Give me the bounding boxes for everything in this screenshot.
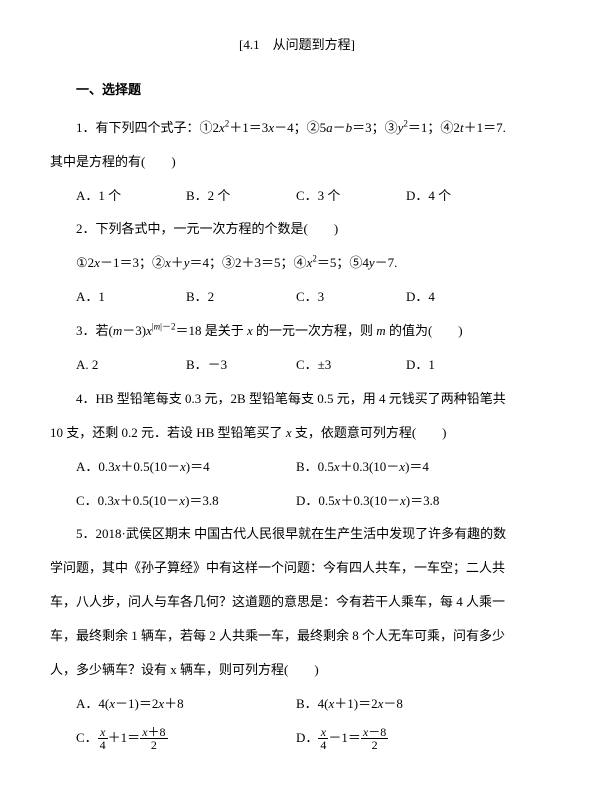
q5-optC: C．x4＋1＝x＋82 — [76, 723, 296, 753]
q2-optC: C．3 — [296, 282, 406, 312]
q3-t2: －3) — [122, 323, 146, 338]
q3-t4: 的一元一次方程，则 — [253, 323, 377, 338]
q5-optD-pre: D． — [296, 730, 318, 745]
q1-optB: B．2 个 — [186, 181, 296, 211]
q1-t2: ＋1＝3 — [229, 120, 268, 135]
q3-optB: B．－3 — [186, 350, 296, 380]
q5-line2: 学问题，其中《孙子算经》中有这样一个问题：今有四人共车，一车空；二人共 — [50, 553, 544, 583]
q5-f2b: 2 — [361, 739, 388, 751]
q3-t1: 3．若( — [76, 323, 113, 338]
q2-options: A．1 B．2 C．3 D．4 — [50, 282, 544, 312]
q1-t7: ＋1＝7. — [464, 120, 506, 135]
q5-options-row1: A．4(x－1)＝2x＋8 B．4(x＋1)＝2x－8 — [50, 689, 544, 719]
q3-optC: C．±3 — [296, 350, 406, 380]
q5-optA: A．4(x－1)＝2x＋8 — [76, 689, 296, 719]
q4-line1: 4．HB 型铅笔每支 0.3 元，2B 型铅笔每支 0.5 元，用 4 元钱买了… — [50, 384, 544, 414]
q5-optB: B．4(x＋1)＝2x－8 — [296, 689, 516, 719]
q3-optD: D．1 — [406, 350, 516, 380]
q3-options: A. 2 B．－3 C．±3 D．1 — [50, 350, 544, 380]
q5-options-row2: C．x4＋1＝x＋82 D．x4－1＝x－82 — [50, 723, 544, 753]
q1-stem-line2: 其中是方程的有( ) — [50, 147, 544, 177]
q2-optD: D．4 — [406, 282, 516, 312]
q1-optA: A．1 个 — [76, 181, 186, 211]
q5-f4: 4 — [98, 739, 108, 751]
q1-optC: C．3 个 — [296, 181, 406, 211]
q1-t4: － — [333, 120, 346, 135]
q5-optC-pre: C． — [76, 730, 98, 745]
q4-optA: A．0.3x＋0.5(10－x)＝4 — [76, 452, 296, 482]
q3-optA: A. 2 — [76, 350, 186, 380]
q5-line4: 车，最终剩余 1 辆车，若每 2 人共乘一车，最终剩余 8 个人无车可乘，问有多… — [50, 621, 544, 651]
q4-options-row2: C．0.3x＋0.5(10－x)＝3.8 D．0.5x＋0.3(10－x)＝3.… — [50, 486, 544, 516]
q4-optB: B．0.5x＋0.3(10－x)＝4 — [296, 452, 516, 482]
q2-optA: A．1 — [76, 282, 186, 312]
q1-options: A．1 个 B．2 个 C．3 个 D．4 个 — [50, 181, 544, 211]
q1-t6: ＝1；④2 — [408, 120, 460, 135]
q4-optC: C．0.3x＋0.5(10－x)＝3.8 — [76, 486, 296, 516]
q5-f4b: 4 — [318, 739, 328, 751]
q1-t3: －4；②5 — [274, 120, 326, 135]
q5-line3: 车，八人步，问人与车各几何？这道题的意思是：今有若干人乘车，每 4 人乘一 — [50, 587, 544, 617]
q4-optD: D．0.5x＋0.3(10－x)＝3.8 — [296, 486, 516, 516]
q1-t1: 1．有下列四个式子：①2 — [76, 120, 219, 135]
q1-optD: D．4 个 — [406, 181, 516, 211]
section-heading: 一、选择题 — [50, 75, 544, 105]
q5-f2a: 2 — [140, 739, 167, 751]
q3-t3: ＝18 是关于 — [175, 323, 247, 338]
q4-options-row1: A．0.3x＋0.5(10－x)＝4 B．0.5x＋0.3(10－x)＝4 — [50, 452, 544, 482]
page-title: [4.1 从问题到方程] — [50, 30, 544, 60]
q1-t5: ＝3；③ — [352, 120, 398, 135]
q2-optB: B．2 — [186, 282, 296, 312]
q3-stem: 3．若(m－3)x|m|－2＝18 是关于 x 的一元一次方程，则 m 的值为(… — [50, 316, 544, 346]
q5-optC-plus: ＋1＝ — [108, 730, 141, 745]
q1-stem-line1: 1．有下列四个式子：①2x2＋1＝3x－4；②5a－b＝3；③y2＝1；④2t＋… — [50, 113, 544, 143]
q2-stem: 2．下列各式中，一元一次方程的个数是( ) — [50, 214, 544, 244]
q5-optD-minus: －1＝ — [328, 730, 361, 745]
q3-t5: 的值为( ) — [386, 323, 463, 338]
q5-line5: 人，多少辆车？设有 x 辆车，则可列方程( ) — [50, 655, 544, 685]
q5-optD: D．x4－1＝x－82 — [296, 723, 516, 753]
q4-line2: 10 支，还剩 0.2 元．若设 HB 型铅笔买了 x 支，依题意可列方程( ) — [50, 418, 544, 448]
q2-expr: ①2x－1＝3；②x＋y＝4；③2＋3＝5；④x2＝5；⑤4y－7. — [50, 248, 544, 278]
q5-line1: 5．2018·武侯区期末 中国古代人民很早就在生产生活中发现了许多有趣的数 — [50, 519, 544, 549]
